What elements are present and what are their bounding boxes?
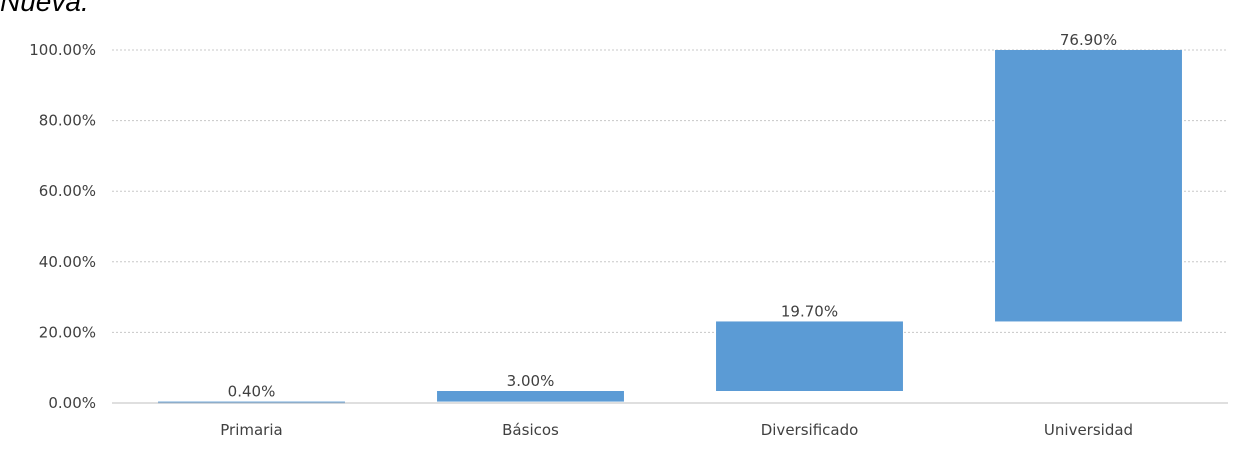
y-tick-label: 20.00% [39,323,96,341]
y-tick-label: 80.00% [39,112,96,130]
y-tick-label: 60.00% [39,182,96,200]
y-axis: 0.00% 20.00% 40.00% 60.00% 80.00% 100.00% [29,41,96,412]
x-category-label: Diversificado [761,421,859,439]
data-label: 0.40% [228,383,276,401]
y-tick-label: 40.00% [39,253,96,271]
y-tick-label: 100.00% [29,41,96,59]
x-category-label: Primaria [220,421,282,439]
data-label: 3.00% [507,372,555,390]
x-category-label: Básicos [502,421,559,439]
bars: 0.40% 3.00% 19.70% 76.90% [158,31,1182,404]
x-category-label: Universidad [1044,421,1133,439]
bar-universidad [995,50,1182,322]
bar-b-sicos [437,390,624,402]
data-label: 76.90% [1060,31,1117,49]
header-fragment: Nueva. [0,0,89,17]
y-tick-label: 0.00% [48,394,96,412]
data-label: 19.70% [781,302,838,320]
bar-diversificado [716,321,903,391]
x-axis: Primaria Básicos Diversificado Universidad [112,402,1228,439]
